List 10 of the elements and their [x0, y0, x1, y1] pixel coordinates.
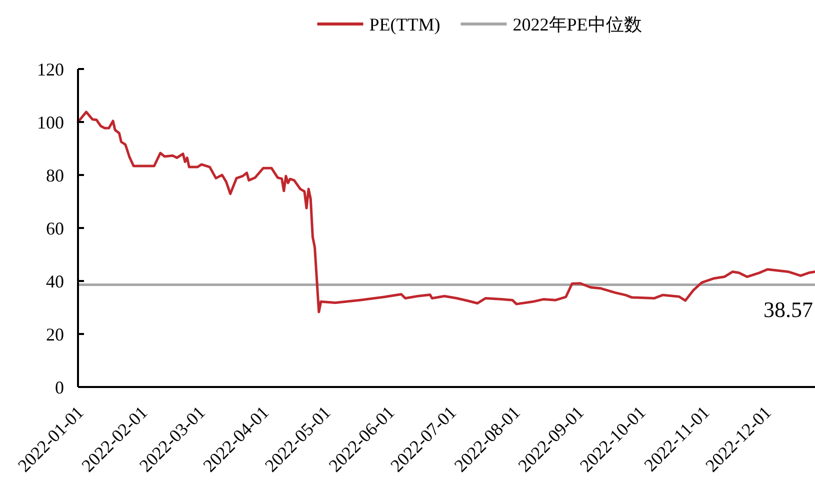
y-tick-label: 80 [46, 165, 64, 186]
y-tick-label: 100 [37, 112, 64, 132]
legend-label: 2022年PE中位数 [512, 14, 642, 34]
y-tick-label: 120 [37, 59, 64, 80]
annotation: 38.57 [764, 296, 813, 322]
y-tick-label: 20 [46, 324, 64, 344]
legend-label: PE(TTM) [369, 14, 440, 34]
y-tick-label: 0 [55, 377, 64, 398]
y-tick-label: 40 [46, 271, 64, 292]
y-tick-label: 60 [46, 218, 64, 238]
